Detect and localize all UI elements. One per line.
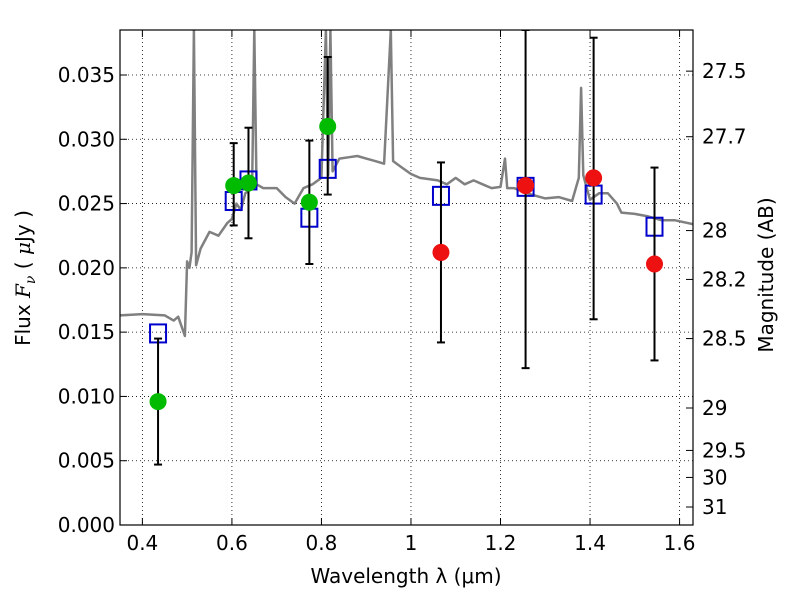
- model-spectrum-line: [120, 30, 693, 338]
- y2-tick-label: 29: [702, 396, 727, 420]
- flux-point: [319, 117, 337, 135]
- y2-tick-label: 28: [702, 219, 727, 243]
- y2-axis-title: Magnitude (AB): [754, 197, 778, 352]
- y-tick-label: 0.015: [58, 320, 115, 344]
- flux-point: [300, 193, 318, 211]
- y-tick-label: 0.010: [58, 384, 115, 408]
- flux-point: [517, 177, 535, 195]
- tick-labels: 0.4 0.6 0.8 1 1.2 1.4 1.6 0.000 0.005 0.010 0.015 0…: [58, 59, 747, 555]
- x-axis-title: Wavelength λ (μm): [310, 564, 501, 588]
- x-tick-label: 0.6: [216, 531, 248, 555]
- y-axis-title-text: Flux: [11, 298, 35, 346]
- x-tick-label: 0.8: [306, 531, 338, 555]
- plot-frame: [119, 29, 694, 526]
- x-tick-label: 0.4: [126, 531, 158, 555]
- axes: [119, 29, 694, 526]
- y2-tick-label: 31: [702, 495, 727, 519]
- y-tick-label: 0.000: [58, 513, 115, 537]
- flux-point: [225, 177, 243, 195]
- flux-point: [646, 255, 664, 273]
- y2-tick-label: 29.5: [702, 438, 747, 462]
- flux-point: [239, 174, 257, 192]
- y2-tick-label: 28.2: [702, 267, 747, 291]
- flux-point: [149, 393, 167, 411]
- x-tick-label: 1.4: [574, 531, 606, 555]
- x-tick-label: 1.2: [485, 531, 517, 555]
- flux-point: [432, 243, 450, 261]
- y-tick-label: 0.020: [58, 256, 115, 280]
- x-tick-label: 1: [405, 531, 418, 555]
- y-tick-label: 0.005: [58, 449, 115, 473]
- y-tick-label: 0.025: [58, 192, 115, 216]
- y2-tick-label: 30: [702, 465, 727, 489]
- y2-tick-label: 27.7: [702, 125, 747, 149]
- y-tick-label: 0.030: [58, 127, 115, 151]
- y-tick-label: 0.035: [58, 63, 115, 87]
- svg-text:Flux Fν ( μJy ): Flux Fν ( μJy ): [11, 210, 39, 346]
- plot-area: [120, 30, 693, 466]
- flux-point: [585, 169, 603, 187]
- y-axis-title: Flux Fν ( μJy ): [11, 210, 39, 346]
- y2-tick-label: 28.5: [702, 327, 747, 351]
- y2-tick-label: 27.5: [702, 59, 747, 83]
- x-tick-label: 1.6: [664, 531, 696, 555]
- grid: [120, 30, 693, 526]
